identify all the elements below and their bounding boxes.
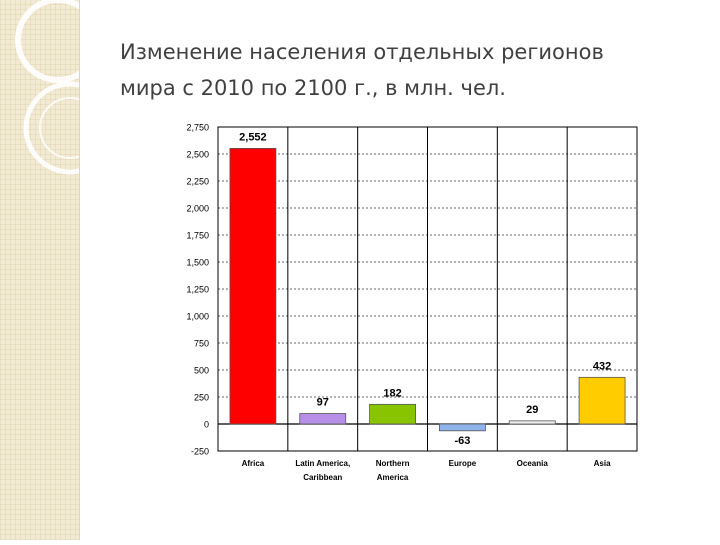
y-tick-label: 1,000 bbox=[186, 312, 209, 322]
data-label: 182 bbox=[383, 387, 401, 399]
y-tick-label: 1,250 bbox=[186, 285, 209, 295]
data-label: 97 bbox=[317, 397, 329, 409]
category-label: Caribbean bbox=[303, 473, 342, 482]
slide-title-line-1: Изменение населения отдельных регионов bbox=[120, 40, 604, 64]
decorative-side-panel bbox=[0, 0, 117, 540]
y-tick-label: 2,750 bbox=[186, 123, 209, 133]
slide-title-line-2: мира с 2010 по 2100 г., в млн. чел. bbox=[120, 76, 506, 100]
y-tick-label: 2,000 bbox=[186, 204, 209, 214]
bar bbox=[369, 403, 416, 425]
bar bbox=[578, 376, 626, 425]
bar bbox=[508, 420, 556, 425]
data-label: -63 bbox=[454, 435, 470, 447]
y-tick-label: 2,250 bbox=[186, 177, 209, 187]
data-label: 2,552 bbox=[239, 131, 267, 143]
data-label: 29 bbox=[526, 404, 538, 416]
y-tick-label: 750 bbox=[194, 339, 209, 349]
category-label: America bbox=[377, 473, 409, 482]
y-tick-label: 1,500 bbox=[186, 258, 209, 268]
category-label: Northern bbox=[376, 459, 410, 468]
category-label: Europe bbox=[449, 459, 477, 468]
data-label: 432 bbox=[593, 360, 611, 372]
slide-title: Изменение населения отдельных регионов м… bbox=[120, 34, 700, 106]
y-tick-label: -250 bbox=[191, 447, 209, 457]
category-label: Africa bbox=[242, 459, 265, 468]
y-tick-label: 0 bbox=[204, 420, 209, 430]
y-tick-label: 2,500 bbox=[186, 150, 209, 160]
y-tick-label: 1,750 bbox=[186, 231, 209, 241]
bar bbox=[229, 147, 277, 425]
y-tick-label: 250 bbox=[194, 393, 209, 403]
category-label: Oceania bbox=[517, 459, 549, 468]
bar bbox=[299, 413, 347, 425]
bar bbox=[439, 423, 486, 432]
y-tick-label: 500 bbox=[194, 366, 209, 376]
category-label: Latin America, bbox=[295, 459, 350, 468]
plot-frame bbox=[217, 126, 638, 452]
category-label: Asia bbox=[594, 459, 611, 468]
